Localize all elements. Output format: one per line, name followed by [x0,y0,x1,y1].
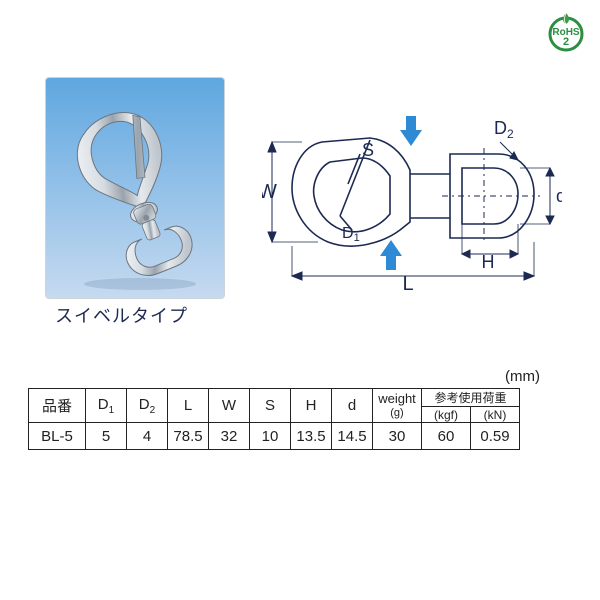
dim-d: d [556,186,562,206]
td-l: 78.5 [168,423,209,450]
dim-w: W [262,181,277,203]
rohs-sub: 2 [563,36,569,48]
unit-label: (mm) [505,368,540,385]
spec-table: 品番 D1 D2 L W S H d weight (g) 参考使用荷重 (kg… [28,388,520,450]
td-kgf: 60 [422,423,471,450]
table-row: BL-5 5 4 78.5 32 10 13.5 14.5 30 60 0.59 [29,423,520,450]
dim-l: L [402,273,413,290]
table-header-row: 品番 D1 D2 L W S H d weight (g) 参考使用荷重 [29,389,520,407]
dimension-diagram: W L H d [262,112,562,290]
td-kn: 0.59 [471,423,520,450]
th-d1: D1 [86,389,127,423]
td-weight: 30 [373,423,422,450]
th-load-span: 参考使用荷重 [422,389,520,407]
td-d1: 5 [86,423,127,450]
td-d2: 4 [127,423,168,450]
th-kgf: (kgf) [422,407,471,423]
th-s: S [250,389,291,423]
th-w: W [209,389,250,423]
th-l: L [168,389,209,423]
th-weight: weight (g) [373,389,422,423]
th-kn: (kN) [471,407,520,423]
product-photo [46,78,224,298]
th-d2: D2 [127,389,168,423]
th-h: H [291,389,332,423]
rohs-badge: RoHS 2 [544,10,588,54]
dim-h: H [482,252,495,272]
dim-s: S [362,140,374,160]
dim-d2: D2 [494,118,514,141]
photo-caption: スイベルタイプ [55,302,188,328]
th-part: 品番 [29,389,86,423]
td-w: 32 [209,423,250,450]
td-dsmall: 14.5 [332,423,373,450]
td-h: 13.5 [291,423,332,450]
td-part: BL-5 [29,423,86,450]
td-s: 10 [250,423,291,450]
dim-d1: D1 [342,225,360,244]
th-dsmall: d [332,389,373,423]
